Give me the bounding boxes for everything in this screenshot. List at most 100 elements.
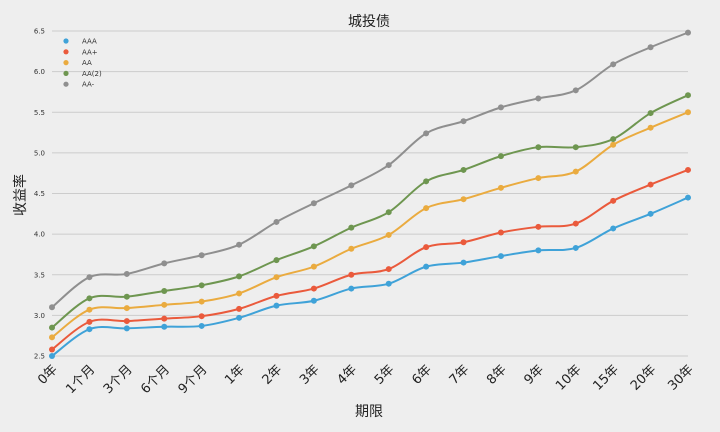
x-axis-label: 期限 (355, 404, 383, 420)
x-tick-label: 8年 (484, 362, 510, 388)
legend-item[interactable]: AA (63, 59, 92, 67)
legend-marker (63, 60, 69, 66)
data-point (236, 290, 243, 297)
legend[interactable]: AAA AA+ AA AA(2) AA- (63, 38, 102, 89)
data-point (647, 210, 654, 217)
y-tick-label: 3.0 (34, 312, 45, 320)
legend-item[interactable]: AA+ (63, 48, 98, 56)
data-point (497, 153, 504, 160)
legend-item[interactable]: AA- (63, 81, 95, 89)
data-point (86, 306, 93, 313)
x-tick-label: 1个月 (63, 362, 98, 397)
data-point (685, 109, 691, 116)
x-axis-ticks: 0年 1个月 3个月 6个月 9个月 1年 2年 3年 4年 5年 6年 7年 8年 9年 10年 15年 20… (35, 362, 697, 397)
legend-item[interactable]: AA(2) (63, 70, 102, 78)
data-point (86, 274, 93, 281)
data-point (535, 95, 542, 102)
data-point (161, 260, 168, 267)
data-point (423, 244, 430, 251)
y-axis-label: 收益率 (12, 174, 29, 216)
chart-title: 城投债 (348, 14, 390, 30)
data-point (572, 87, 579, 94)
y-tick-label: 6.5 (34, 28, 45, 36)
data-point (647, 44, 654, 51)
y-tick-label: 5.5 (34, 109, 45, 117)
data-point (236, 273, 243, 280)
x-tick-label: 30年 (665, 362, 696, 393)
data-point (385, 280, 392, 287)
data-point (460, 259, 467, 266)
data-point (198, 252, 205, 259)
x-tick-label: 3个月 (101, 362, 136, 397)
legend-item[interactable]: AAA (63, 38, 97, 46)
legend-label: AA- (82, 81, 95, 89)
data-point (236, 305, 243, 312)
legend-marker (63, 38, 69, 44)
data-point (273, 302, 280, 309)
y-tick-label: 5.0 (34, 149, 45, 157)
data-point (423, 130, 430, 137)
data-point (161, 301, 168, 308)
grid-lines (52, 30, 688, 357)
x-tick-label: 10年 (553, 362, 584, 393)
data-point (460, 196, 467, 203)
data-point (123, 270, 130, 277)
x-tick-label: 6个月 (138, 362, 173, 397)
data-point (423, 178, 430, 185)
data-point (348, 224, 355, 231)
data-point (385, 266, 392, 273)
x-tick-label: 5年 (372, 362, 398, 388)
data-point (647, 181, 654, 188)
data-point (198, 298, 205, 305)
legend-marker (63, 49, 69, 55)
series-lines (51, 31, 689, 357)
legend-marker (63, 81, 69, 87)
data-point (685, 92, 691, 99)
data-point (535, 175, 542, 182)
legend-label: AA(2) (82, 70, 102, 78)
x-tick-label: 4年 (334, 362, 360, 388)
data-point (310, 243, 317, 250)
data-point (497, 253, 504, 260)
data-point (123, 305, 130, 312)
legend-label: AAA (82, 38, 97, 46)
data-point (49, 324, 55, 331)
data-point (685, 194, 691, 201)
data-point (423, 263, 430, 270)
data-point (685, 166, 691, 173)
data-point (685, 29, 691, 36)
y-tick-label: 4.0 (34, 231, 45, 239)
data-point (161, 288, 168, 294)
data-point (647, 110, 654, 117)
data-point (460, 166, 467, 173)
data-point (310, 285, 317, 292)
data-point (535, 144, 542, 151)
data-point (348, 271, 355, 278)
data-point (198, 282, 205, 289)
data-point (497, 184, 504, 191)
data-point (161, 315, 168, 322)
data-point (385, 162, 392, 169)
series-line-1 (51, 196, 689, 357)
data-point (49, 346, 55, 353)
data-point (647, 124, 654, 131)
data-point (423, 205, 430, 212)
legend-label: AA+ (82, 48, 98, 56)
x-tick-label: 6年 (409, 362, 435, 388)
data-point (572, 168, 579, 175)
data-point (572, 144, 579, 151)
x-tick-label: 20年 (628, 362, 659, 393)
data-point (460, 239, 467, 246)
data-point (49, 304, 55, 311)
x-tick-label: 9个月 (176, 362, 211, 397)
legend-label: AA (82, 59, 92, 67)
data-point (236, 314, 243, 321)
data-point (49, 353, 55, 359)
data-point (535, 223, 542, 230)
y-tick-label: 4.5 (34, 190, 45, 198)
data-point (610, 225, 617, 232)
data-point (198, 313, 205, 320)
data-point (610, 197, 617, 204)
data-point (236, 241, 243, 248)
